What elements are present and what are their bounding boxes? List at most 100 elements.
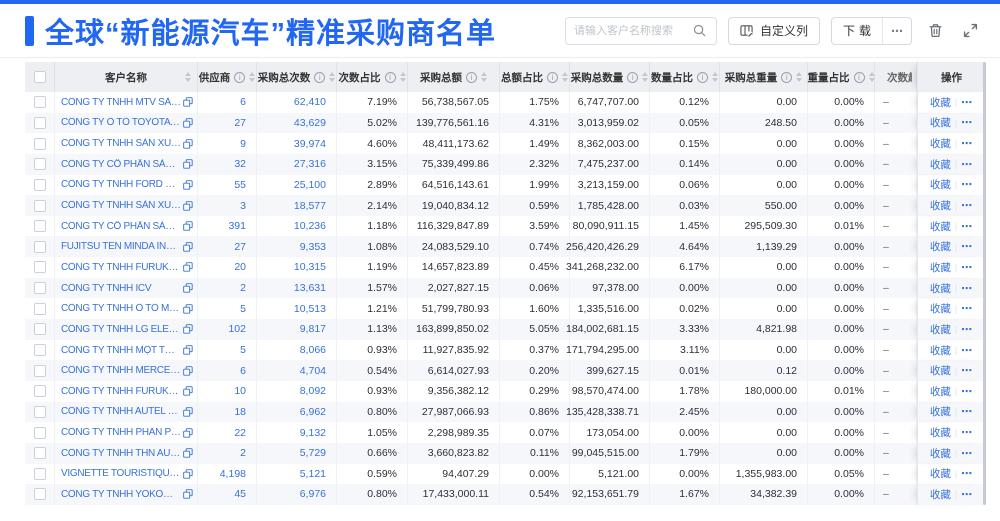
copy-icon[interactable]: [183, 283, 193, 293]
customer-search-box[interactable]: [564, 16, 717, 45]
favorite-button[interactable]: 收藏: [929, 323, 951, 336]
purchase-times-count[interactable]: 4,704: [257, 360, 337, 381]
sort-icon[interactable]: [642, 72, 649, 82]
purchase-times-count[interactable]: 62,410: [257, 92, 337, 113]
copy-icon[interactable]: [183, 345, 193, 355]
customer-name-link[interactable]: CÔNG TY TNHH PHÂN PHỐI T...: [61, 427, 181, 439]
copy-icon[interactable]: [183, 200, 193, 211]
sort-icon[interactable]: [796, 72, 803, 82]
customer-name-link[interactable]: FUJITSU TEN MINDA INDIA PVT...: [61, 241, 181, 253]
row-more-button[interactable]: ⋯: [961, 117, 974, 130]
row-more-button[interactable]: ⋯: [961, 385, 974, 398]
copy-icon[interactable]: [183, 97, 193, 107]
suppliers-count[interactable]: 10: [198, 380, 257, 402]
row-checkbox[interactable]: [33, 488, 46, 501]
purchase-times-count[interactable]: 43,629: [257, 112, 337, 134]
row-more-button[interactable]: ⋯: [961, 282, 974, 295]
search-icon[interactable]: [692, 23, 708, 39]
customer-name-link[interactable]: CÔNG TY CỔ PHẦN SẢN XUẤT...: [61, 220, 181, 232]
copy-icon[interactable]: [183, 118, 193, 128]
copy-icon[interactable]: [183, 262, 193, 273]
copy-icon[interactable]: [183, 386, 193, 396]
purchase-times-count[interactable]: 25,100: [257, 174, 337, 196]
favorite-button[interactable]: 收藏: [929, 241, 951, 254]
row-checkbox[interactable]: [33, 302, 46, 315]
favorite-button[interactable]: 收藏: [929, 303, 951, 316]
suppliers-count[interactable]: 4,198: [198, 463, 257, 485]
row-more-button[interactable]: ⋯: [961, 468, 974, 481]
purchase-times-count[interactable]: 5,121: [257, 463, 337, 485]
purchase-times-count[interactable]: 10,513: [257, 298, 337, 320]
row-more-button[interactable]: ⋯: [961, 365, 974, 378]
customer-name-link[interactable]: VIGNETTE TOURISTIQUE G UNI...: [61, 468, 181, 480]
row-checkbox[interactable]: [33, 405, 46, 418]
info-icon[interactable]: [314, 71, 326, 83]
copy-icon[interactable]: [183, 448, 193, 458]
copy-icon[interactable]: [183, 489, 193, 500]
customer-name-link[interactable]: CÔNG TY TNHH MERCEDES-B...: [61, 365, 181, 377]
purchase-times-count[interactable]: 27,316: [257, 153, 337, 175]
copy-icon[interactable]: [183, 365, 193, 376]
row-checkbox[interactable]: [33, 467, 46, 480]
favorite-button[interactable]: 收藏: [929, 179, 951, 192]
sort-icon[interactable]: [712, 72, 718, 82]
favorite-button[interactable]: 收藏: [929, 220, 951, 233]
row-checkbox[interactable]: [33, 199, 46, 212]
purchase-times-count[interactable]: 8,066: [257, 339, 337, 361]
row-more-button[interactable]: ⋯: [961, 179, 974, 192]
copy-icon[interactable]: [183, 303, 193, 314]
purchase-times-count[interactable]: 9,353: [257, 236, 337, 258]
row-checkbox[interactable]: [33, 137, 46, 150]
suppliers-count[interactable]: 9: [198, 133, 257, 154]
purchase-times-count[interactable]: 6,962: [257, 401, 337, 423]
customer-name-link[interactable]: CÔNG TY TNHH Ô TÔ MITSUBI...: [61, 303, 181, 315]
customer-name-link[interactable]: CÔNG TY TNHH FURUKAWA A...: [61, 385, 181, 397]
row-checkbox[interactable]: [33, 158, 46, 171]
row-more-button[interactable]: ⋯: [961, 344, 974, 357]
purchase-times-count[interactable]: 10,315: [257, 257, 337, 278]
favorite-button[interactable]: 收藏: [929, 365, 951, 378]
purchase-times-count[interactable]: 10,236: [257, 215, 337, 237]
suppliers-count[interactable]: 6: [198, 360, 257, 381]
sort-icon[interactable]: [185, 72, 191, 82]
row-more-button[interactable]: ⋯: [961, 261, 974, 274]
favorite-button[interactable]: 收藏: [929, 427, 951, 440]
row-checkbox[interactable]: [33, 323, 46, 336]
purchase-times-count[interactable]: 9,132: [257, 422, 337, 443]
favorite-button[interactable]: 收藏: [929, 261, 951, 274]
row-more-button[interactable]: ⋯: [961, 96, 974, 109]
favorite-button[interactable]: 收藏: [929, 282, 951, 295]
row-more-button[interactable]: ⋯: [961, 303, 974, 316]
info-icon[interactable]: [627, 71, 639, 83]
search-input[interactable]: [573, 24, 692, 37]
row-more-button[interactable]: ⋯: [961, 447, 974, 460]
row-more-button[interactable]: ⋯: [961, 406, 974, 419]
favorite-button[interactable]: 收藏: [929, 488, 951, 501]
purchase-times-count[interactable]: 8,092: [257, 380, 337, 402]
row-more-button[interactable]: ⋯: [961, 220, 974, 233]
customer-name-link[interactable]: CÔNG TY Ô TÔ TOYOTA VIỆT ...: [61, 117, 181, 129]
row-checkbox[interactable]: [33, 426, 46, 439]
favorite-button[interactable]: 收藏: [929, 447, 951, 460]
suppliers-count[interactable]: 6: [198, 92, 257, 113]
row-more-button[interactable]: ⋯: [961, 158, 974, 171]
suppliers-count[interactable]: 2: [198, 442, 257, 464]
suppliers-count[interactable]: 18: [198, 401, 257, 423]
customer-name-link[interactable]: CÔNG TY TNHH FURUKAWA A...: [61, 261, 181, 273]
download-more-button[interactable]: ⋯: [882, 17, 911, 44]
suppliers-count[interactable]: 27: [198, 236, 257, 258]
copy-icon[interactable]: [183, 427, 193, 438]
row-checkbox[interactable]: [33, 240, 46, 253]
sort-icon[interactable]: [249, 72, 256, 82]
customize-columns-button[interactable]: 自定义列: [727, 16, 820, 45]
customer-name-link[interactable]: CÔNG TY TNHH YOKOWO VIỆT...: [61, 488, 181, 500]
info-icon[interactable]: [697, 71, 708, 83]
suppliers-count[interactable]: 391: [198, 215, 257, 237]
suppliers-count[interactable]: 5: [198, 298, 257, 320]
copy-icon[interactable]: [183, 469, 193, 479]
customer-name-link[interactable]: CÔNG TY TNHH AUTEL VIỆT N...: [61, 406, 181, 418]
row-checkbox[interactable]: [33, 96, 46, 109]
suppliers-count[interactable]: 45: [198, 484, 257, 505]
row-checkbox[interactable]: [33, 364, 46, 377]
copy-icon[interactable]: [183, 138, 193, 149]
